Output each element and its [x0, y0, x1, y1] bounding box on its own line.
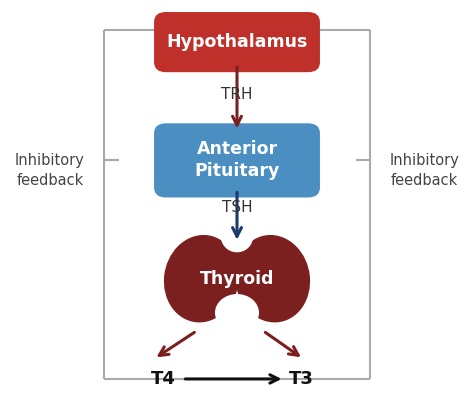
- Ellipse shape: [164, 236, 238, 322]
- FancyBboxPatch shape: [154, 12, 320, 72]
- Ellipse shape: [236, 236, 310, 322]
- Text: TRH: TRH: [221, 87, 253, 102]
- Ellipse shape: [219, 243, 255, 271]
- Text: Hypothalamus: Hypothalamus: [166, 33, 308, 51]
- Ellipse shape: [221, 221, 252, 252]
- Text: Inhibitory
feedback: Inhibitory feedback: [15, 153, 85, 188]
- FancyBboxPatch shape: [154, 124, 320, 198]
- Text: Inhibitory
feedback: Inhibitory feedback: [389, 153, 459, 188]
- Ellipse shape: [216, 295, 258, 331]
- Text: T4: T4: [151, 370, 176, 388]
- Text: TSH: TSH: [222, 200, 252, 215]
- Text: Anterior
Pituitary: Anterior Pituitary: [194, 140, 280, 180]
- Text: Thyroid: Thyroid: [200, 270, 274, 288]
- Text: T3: T3: [289, 370, 313, 388]
